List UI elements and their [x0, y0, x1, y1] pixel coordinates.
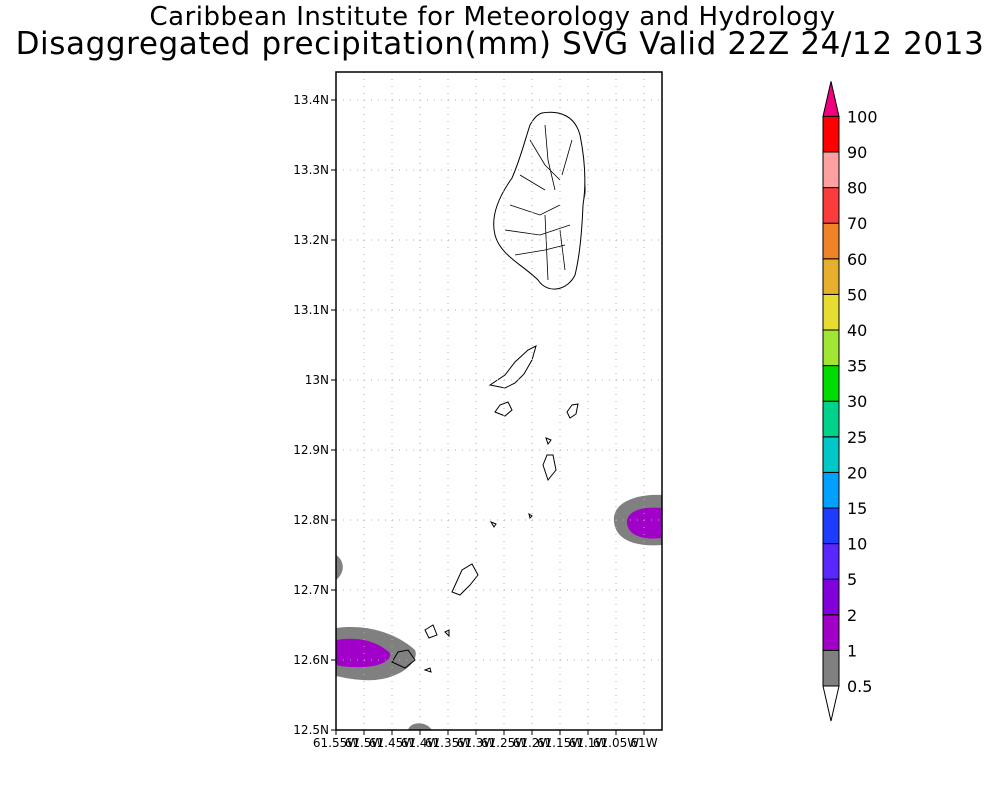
lon-tick-label: 61.3W — [457, 736, 496, 750]
colorbar-label: 30 — [847, 392, 867, 411]
lat-tick-label: 13.2N — [293, 233, 329, 247]
colorbar-segment — [822, 507, 840, 545]
colorbar-segment — [822, 329, 840, 367]
colorbar-label: 0.5 — [847, 677, 872, 696]
island-small-7 — [424, 624, 438, 639]
colorbar-segment — [822, 543, 840, 580]
map-panel: 13.4N 13.3N 13.2N 13.1N 13N 12.9N 12.8N 12.7N 12… — [293, 71, 663, 750]
lat-tick-label: 13.3N — [293, 163, 329, 177]
precip-area-gray-edge — [336, 555, 343, 580]
colorbar-over-triangle — [822, 81, 840, 117]
colorbar-label: 25 — [847, 428, 867, 447]
colorbar-label: 60 — [847, 250, 867, 269]
colorbar-segment — [822, 115, 840, 153]
st-vincent-drainage — [504, 124, 573, 281]
colorbar-label: 5 — [847, 570, 857, 589]
colorbar-segment — [822, 151, 840, 189]
colorbar-label: 50 — [847, 285, 867, 304]
island-small-5 — [489, 520, 497, 528]
colorbar-segment — [822, 222, 840, 260]
precip-area-purple — [336, 638, 391, 668]
colorbar-label: 100 — [847, 107, 878, 126]
island-small-8 — [423, 667, 432, 673]
lat-tick-label: 13N — [305, 373, 329, 387]
lat-tick-label: 12.8N — [293, 513, 329, 527]
lon-tick-label: 61.2W — [513, 736, 552, 750]
colorbar-label: 10 — [847, 535, 867, 554]
precip-field-southwest — [336, 626, 416, 681]
lat-tick-label: 12.5N — [293, 723, 329, 737]
island-small-6 — [528, 512, 533, 519]
precip-area-gray-bottom — [408, 723, 432, 730]
colorbar-segment — [822, 293, 840, 331]
map-background — [336, 72, 662, 730]
bequia-island — [488, 345, 537, 389]
colorbar-label: 15 — [847, 499, 867, 518]
island-small-4 — [545, 437, 552, 446]
island-small-2 — [566, 403, 579, 419]
colorbar-label: 2 — [847, 606, 857, 625]
lon-tick-label: 61.4W — [401, 736, 440, 750]
lon-tick-label: 61.05W — [593, 736, 639, 750]
colorbar-label: 20 — [847, 463, 867, 482]
colorbar-label: 35 — [847, 357, 867, 376]
lon-tick-label: 61.55W — [313, 736, 359, 750]
colorbar-label: 40 — [847, 321, 867, 340]
lon-tick-label: 61W — [630, 736, 657, 750]
title-line-1: Caribbean Institute for Meteorology and … — [149, 2, 836, 32]
colorbar-segment — [822, 614, 840, 651]
lat-tick-label: 12.7N — [293, 583, 329, 597]
union-island — [451, 563, 479, 596]
lon-tick-label: 61.35W — [425, 736, 471, 750]
colorbar-label: 80 — [847, 179, 867, 198]
lat-tick-label: 12.6N — [293, 653, 329, 667]
coastlines — [391, 111, 586, 673]
colorbar-segment — [822, 400, 840, 438]
lon-tick-label: 61.1W — [569, 736, 608, 750]
carriacou-island — [391, 649, 416, 669]
colorbar-label: 1 — [847, 641, 857, 660]
colorbar-segment — [822, 436, 840, 473]
latitude-tick-labels: 13.4N 13.3N 13.2N 13.1N 13N 12.9N 12.8N 12.7N 12… — [293, 93, 336, 737]
lon-tick-label: 61.5W — [345, 736, 384, 750]
colorbar-segment — [822, 649, 840, 687]
island-small-3 — [542, 454, 557, 482]
longitude-tick-labels: 61.55W61.5W61.45W61.4W61.35W61.3W61.25W6… — [313, 730, 658, 750]
colorbar-segment — [822, 258, 840, 295]
lat-tick-label: 13.1N — [293, 303, 329, 317]
lat-tick-label: 13.4N — [293, 93, 329, 107]
colorbar-segment — [822, 471, 840, 509]
lon-tick-label: 61.25W — [481, 736, 527, 750]
title-line-2: Disaggregated precipitation(mm) SVG Vali… — [15, 26, 985, 62]
map-frame — [335, 71, 663, 731]
lon-tick-label: 61.15W — [537, 736, 583, 750]
island-small-1 — [494, 401, 513, 417]
island-small-9 — [444, 629, 450, 638]
colorbar-segment — [822, 187, 840, 224]
colorbar-segment — [822, 365, 840, 402]
lon-tick-label: 61.45W — [369, 736, 415, 750]
colorbar-segment — [822, 578, 840, 616]
colorbar-under-triangle — [822, 685, 840, 722]
map-gridlines — [336, 72, 662, 730]
lat-tick-label: 12.9N — [293, 443, 329, 457]
colorbar-label: 90 — [847, 143, 867, 162]
colorbar-label: 70 — [847, 214, 867, 233]
precip-area-purple — [626, 507, 662, 539]
